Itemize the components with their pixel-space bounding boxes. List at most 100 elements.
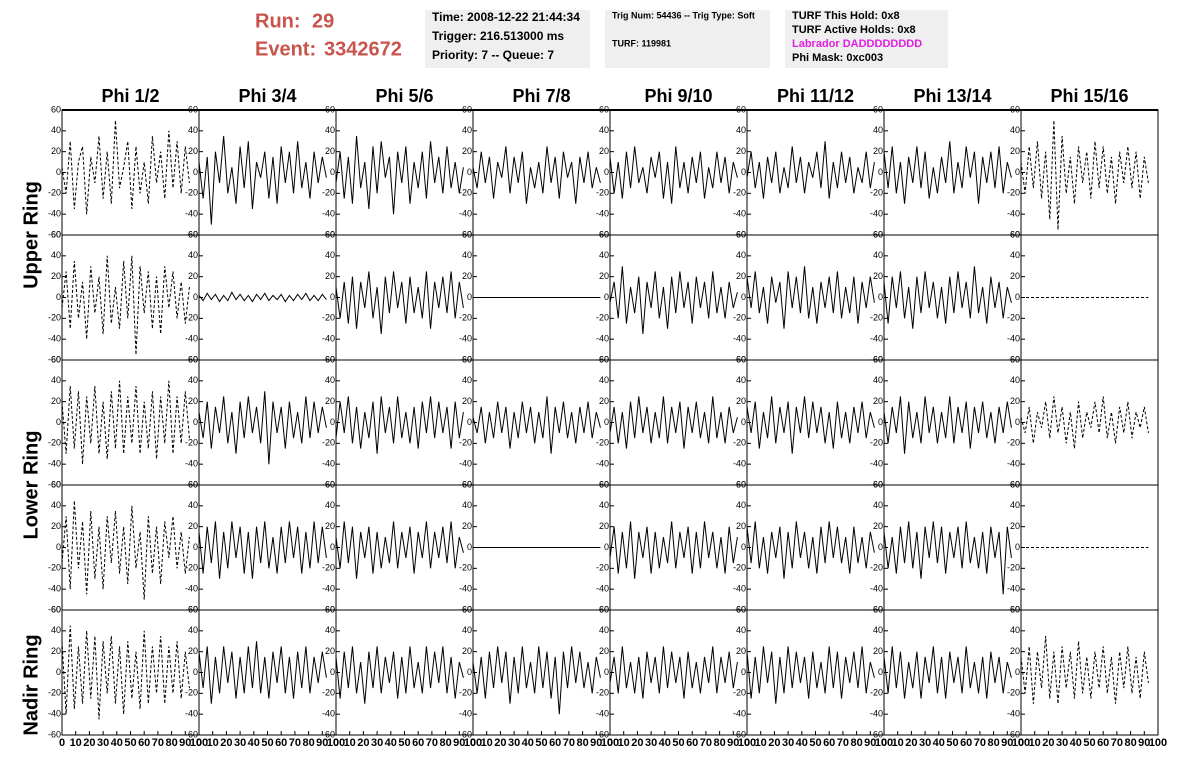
y-tick-label: -60 [185, 354, 198, 364]
y-tick-label: 20 [599, 646, 609, 656]
y-tick-label: -40 [596, 209, 609, 219]
x-tick-label: 100 [601, 737, 619, 749]
x-tick-label: 80 [713, 737, 725, 749]
y-tick-label: -60 [733, 354, 746, 364]
trig-text: Trig Num: 54436 -- Trig Type: Soft [612, 10, 755, 20]
y-tick-label: -40 [185, 334, 198, 344]
x-tick-label: 40 [385, 737, 397, 749]
y-tick-label: 20 [188, 271, 198, 281]
x-tick-label: 80 [1124, 737, 1136, 749]
y-tick-label: -40 [870, 459, 883, 469]
y-tick-label: 0 [193, 542, 198, 552]
y-tick-label: 0 [878, 167, 883, 177]
y-tick-label: 0 [1015, 542, 1020, 552]
y-tick-label: -60 [459, 729, 472, 739]
y-tick-label: 20 [325, 396, 335, 406]
y-tick-label: -60 [733, 729, 746, 739]
x-tick-label: 70 [426, 737, 438, 749]
panel-frame [335, 234, 474, 361]
y-tick-label: -40 [459, 584, 472, 594]
x-tick-label: 80 [165, 737, 177, 749]
y-tick-label: 20 [462, 396, 472, 406]
waveform [198, 521, 327, 579]
turf-text: TURF: 119981 [612, 38, 671, 48]
x-tick-label: 50 [261, 737, 273, 749]
y-tick-label: 0 [741, 417, 746, 427]
y-tick-label: 0 [741, 167, 746, 177]
x-tick-label: 40 [248, 737, 260, 749]
x-tick-label: 10 [207, 737, 219, 749]
y-tick-label: -60 [596, 604, 609, 614]
waveform [198, 391, 327, 465]
y-tick-label: -60 [1007, 479, 1020, 489]
x-tick-label: 80 [987, 737, 999, 749]
y-tick-label: -60 [459, 229, 472, 239]
waveform [609, 266, 738, 334]
y-tick-label: 60 [51, 604, 61, 614]
y-tick-label: 0 [878, 667, 883, 677]
x-tick-label: 80 [302, 737, 314, 749]
y-tick-label: 60 [462, 479, 472, 489]
x-tick-label: 90 [1001, 737, 1013, 749]
y-tick-label: -40 [459, 209, 472, 219]
x-tick-label: 10 [892, 737, 904, 749]
y-tick-label: 20 [873, 146, 883, 156]
y-tick-label: 20 [736, 521, 746, 531]
y-tick-label: 40 [51, 625, 61, 635]
x-tick-label: 30 [371, 737, 383, 749]
waveform [746, 396, 875, 454]
y-tick-label: -60 [322, 729, 335, 739]
x-tick-label: 20 [768, 737, 780, 749]
y-tick-label: -20 [48, 563, 61, 573]
x-tick-label: 40 [111, 737, 123, 749]
y-tick-label: -20 [733, 313, 746, 323]
waveform [61, 120, 190, 215]
y-tick-label: 0 [193, 417, 198, 427]
y-tick-label: -40 [1007, 459, 1020, 469]
y-tick-label: -20 [322, 188, 335, 198]
y-tick-label: 40 [1010, 125, 1020, 135]
x-tick-label: 50 [398, 737, 410, 749]
x-tick-label: 80 [439, 737, 451, 749]
y-tick-label: 20 [599, 271, 609, 281]
x-tick-label: 50 [1083, 737, 1095, 749]
y-tick-label: -40 [322, 709, 335, 719]
y-tick-label: -60 [870, 479, 883, 489]
x-tick-label: 70 [289, 737, 301, 749]
panel-frame [1020, 109, 1159, 236]
y-tick-label: 40 [736, 625, 746, 635]
time-text: Time: 2008-12-22 21:44:34 [432, 10, 580, 24]
y-tick-label: 40 [873, 500, 883, 510]
x-tick-label: 50 [672, 737, 684, 749]
y-tick-label: -60 [870, 229, 883, 239]
y-tick-label: -20 [596, 313, 609, 323]
y-tick-label: 0 [604, 417, 609, 427]
y-tick-label: -40 [459, 709, 472, 719]
waveform [335, 646, 464, 704]
y-tick-label: -20 [733, 438, 746, 448]
x-tick-label: 60 [412, 737, 424, 749]
waveform [198, 291, 327, 303]
y-tick-label: 0 [878, 417, 883, 427]
waveform [883, 396, 1012, 454]
y-tick-label: 40 [462, 375, 472, 385]
event-value: 3342672 [324, 38, 402, 60]
waveform [335, 271, 464, 335]
y-tick-label: 60 [51, 104, 61, 114]
x-tick-label: 40 [933, 737, 945, 749]
y-tick-label: -60 [596, 354, 609, 364]
panel-frame [61, 234, 200, 361]
y-tick-label: -20 [733, 188, 746, 198]
y-tick-label: 40 [599, 375, 609, 385]
y-tick-label: 20 [325, 521, 335, 531]
y-tick-label: 0 [56, 167, 61, 177]
y-tick-label: -40 [185, 584, 198, 594]
x-tick-label: 60 [960, 737, 972, 749]
y-tick-label: 0 [878, 542, 883, 552]
y-tick-label: 60 [1010, 604, 1020, 614]
y-tick-label: -60 [48, 604, 61, 614]
y-tick-label: 0 [1015, 417, 1020, 427]
x-tick-label: 30 [782, 737, 794, 749]
panel-frame [472, 359, 611, 486]
x-tick-label: 50 [809, 737, 821, 749]
